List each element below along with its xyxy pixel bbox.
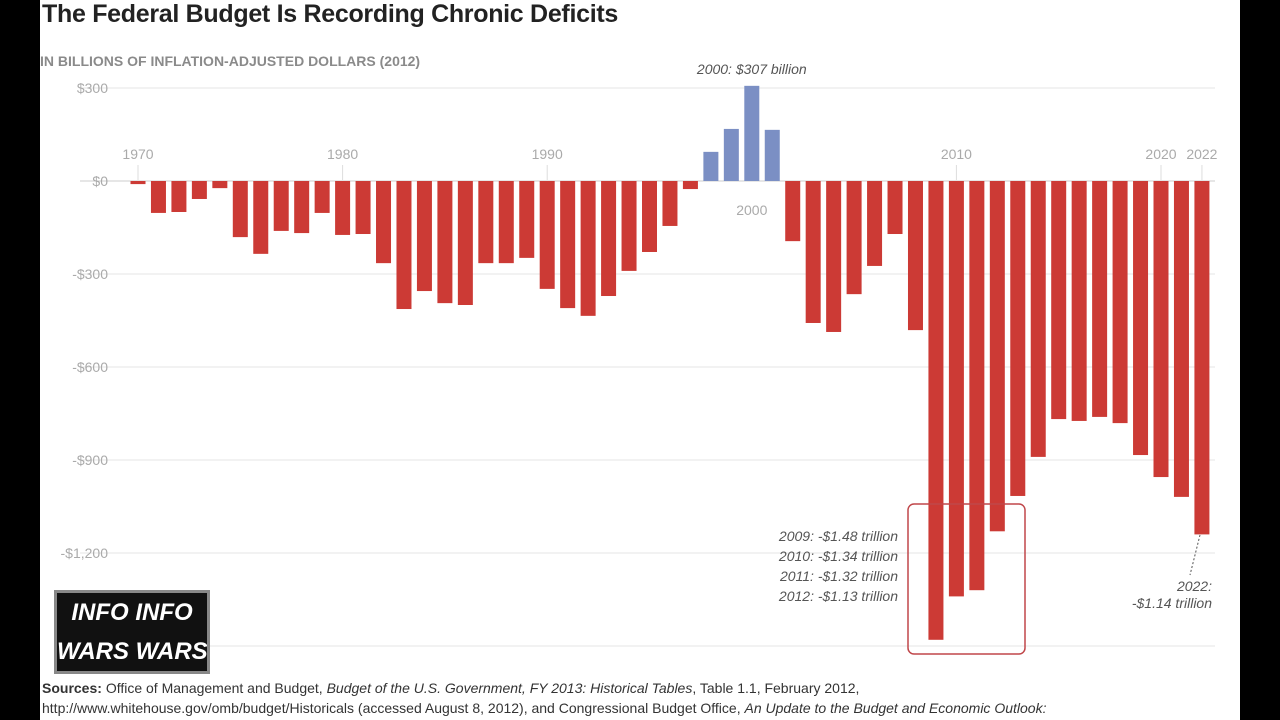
highlight-box: [907, 503, 1026, 655]
bar-1990: [539, 181, 555, 289]
bar-1985: [437, 181, 453, 304]
box-annotation-line: 2010: -$1.34 trillion: [778, 548, 898, 564]
bar-2014: [1030, 181, 1046, 457]
sources-line-2: http://www.whitehouse.gov/omb/budget/His…: [42, 700, 1047, 716]
bar-1977: [273, 181, 289, 231]
leader-line: [1189, 534, 1201, 576]
bar-2001: [764, 129, 780, 181]
bar-1992: [580, 181, 596, 316]
sources-line-1: Sources: Office of Management and Budget…: [42, 680, 860, 696]
bar-1999: [723, 128, 739, 181]
y-tick-label: $300: [77, 80, 108, 96]
chart-title: The Federal Budget Is Recording Chronic …: [42, 0, 618, 28]
x-tick-label: 2020: [1145, 146, 1176, 162]
bar-1975: [232, 181, 248, 238]
bar-1976: [253, 181, 269, 254]
bar-2011: [969, 181, 985, 591]
bar-2013: [1010, 181, 1026, 496]
bar-2019: [1133, 181, 1149, 456]
x-tick-label: 1980: [327, 146, 358, 162]
x-tick-label: 1990: [532, 146, 563, 162]
bar-2022: [1194, 181, 1210, 535]
bar-2007: [887, 181, 903, 235]
x-tick-label: 2022: [1186, 146, 1217, 162]
bar-1984: [416, 181, 432, 292]
bar-1970: [130, 181, 146, 185]
bar-1993: [601, 181, 617, 297]
bar-2017: [1092, 181, 1108, 417]
chart-subtitle: IN BILLIONS OF INFLATION-ADJUSTED DOLLAR…: [40, 53, 421, 69]
bar-1996: [662, 181, 678, 226]
bar-1991: [560, 181, 576, 309]
box-annotation-line: 2009: -$1.48 trillion: [778, 528, 898, 544]
bar-2002: [785, 181, 801, 242]
bar-2000: [744, 85, 760, 181]
infowars-logo: INFO INFO WARS WARS: [54, 590, 210, 674]
bar-1981: [355, 181, 371, 235]
chart-page: The Federal Budget Is Recording Chronic …: [40, 0, 1240, 720]
bar-2010: [948, 181, 964, 597]
bar-1989: [519, 181, 535, 258]
bar-1972: [171, 181, 187, 212]
bar-2004: [826, 181, 842, 332]
bar-2020: [1153, 181, 1169, 478]
bar-2012: [989, 181, 1005, 532]
bar-2018: [1112, 181, 1128, 424]
last-annotation-line: 2022:: [1176, 578, 1212, 594]
bar-1979: [314, 181, 330, 213]
bar-1998: [703, 151, 719, 181]
bar-1973: [191, 181, 207, 199]
bar-2006: [867, 181, 883, 266]
bar-1974: [212, 181, 228, 189]
box-annotation-line: 2011: -$1.32 trillion: [779, 568, 898, 584]
bar-2003: [805, 181, 821, 323]
box-annotation-line: 2012: -$1.13 trillion: [778, 588, 898, 604]
bar-1982: [376, 181, 392, 264]
bar-1978: [294, 181, 310, 234]
bar-1986: [457, 181, 473, 305]
bar-1994: [621, 181, 637, 271]
bar-2016: [1071, 181, 1087, 421]
x-tick-label: 2010: [941, 146, 972, 162]
bar-1971: [150, 181, 166, 213]
logo-line-1: INFO INFO: [71, 599, 193, 626]
bar-2005: [846, 181, 862, 295]
y-tick-label: -$600: [72, 359, 108, 375]
bar-1997: [682, 181, 698, 190]
y-tick-label: $0: [92, 173, 108, 189]
bar-2009: [928, 181, 944, 640]
y-tick-label: -$1,200: [61, 545, 109, 561]
bar-1995: [642, 181, 657, 252]
bar-1988: [498, 181, 514, 264]
bar-1987: [478, 181, 494, 264]
y-tick-label: -$300: [72, 266, 108, 282]
peak-annotation: 2000: $307 billion: [696, 61, 807, 77]
bar-2008: [907, 181, 923, 331]
bar-2021: [1173, 181, 1189, 497]
x-tick-label: 1970: [122, 146, 153, 162]
bar-2015: [1051, 181, 1067, 420]
bar-1983: [396, 181, 412, 310]
y-tick-label: -$900: [72, 452, 108, 468]
bar-1980: [335, 181, 351, 235]
logo-line-2: WARS WARS: [57, 638, 208, 665]
x-tick-label: 2000: [736, 202, 767, 218]
bar-chart: $300 $0 -$300 -$600 -$900 -$1,200 1970 1980 1990…: [61, 61, 1218, 655]
last-annotation-line: -$1.14 trillion: [1132, 595, 1212, 611]
